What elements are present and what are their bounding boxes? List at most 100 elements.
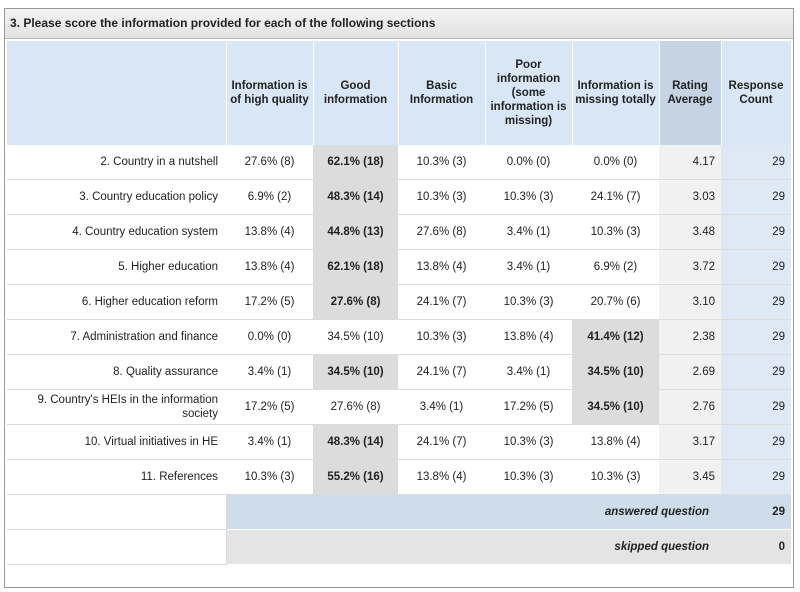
rating-average: 3.10 [659,284,721,320]
table-row: 3. Country education policy 6.9% (2) 48.3%… [7,179,791,215]
table-cell: 34.5% (10) [313,354,398,390]
col-header-response-count: Response Count [721,41,792,145]
table-cell: 13.8% (4) [226,214,313,250]
row-label: 2. Country in a nutshell [7,145,226,180]
table-cell: 0.0% (0) [226,319,313,355]
table-cell: 44.8% (13) [313,214,398,250]
row-label: 8. Quality assurance [7,354,226,390]
question-title: 3. Please score the information provided… [5,9,793,39]
col-header-missing: Information is missing totally [572,41,660,145]
rating-average: 3.72 [659,249,721,285]
col-header-good: Good information [313,41,399,145]
table-cell: 3.4% (1) [226,424,313,460]
rating-average: 3.03 [659,179,721,215]
table-row: 10. Virtual initiatives in HE 3.4% (1) 48.… [7,424,791,460]
table-cell: 6.9% (2) [226,179,313,215]
table-cell: 24.1% (7) [398,354,485,390]
table-row: 8. Quality assurance 3.4% (1) 34.5% (10) 24… [7,354,791,390]
table-row: 2. Country in a nutshell 27.6% (8) 62.1% (… [7,145,791,180]
rating-average: 4.17 [659,145,721,180]
table-row: 4. Country education system 13.8% (4) 44.8… [7,214,791,250]
response-count: 29 [721,145,791,180]
answered-value: 29 [721,494,791,530]
skipped-row: skipped question 0 [7,529,791,565]
table-cell: 17.2% (5) [226,389,313,425]
table-cell: 27.6% (8) [226,145,313,180]
table-cell: 34.5% (10) [572,354,659,390]
response-count: 29 [721,424,791,460]
response-count: 29 [721,354,791,390]
rating-average: 2.38 [659,319,721,355]
skipped-value: 0 [721,529,791,565]
row-label: 4. Country education system [7,214,226,250]
table-cell: 27.6% (8) [398,214,485,250]
table-cell: 27.6% (8) [313,284,398,320]
table-cell: 3.4% (1) [485,249,572,285]
table-cell: 48.3% (14) [313,179,398,215]
table-cell: 13.8% (4) [226,249,313,285]
answered-label: answered question [226,494,721,530]
table-cell: 10.3% (3) [398,319,485,355]
table-cell: 0.0% (0) [485,145,572,180]
response-count: 29 [721,249,791,285]
row-label: 10. Virtual initiatives in HE [7,424,226,460]
table-cell: 10.3% (3) [485,459,572,495]
col-header-high-quality: Information is of high quality [226,41,314,145]
table-cell: 13.8% (4) [398,249,485,285]
table-cell: 24.1% (7) [398,284,485,320]
row-label: 11. References [7,459,226,495]
row-label: 3. Country education policy [7,179,226,215]
table-row: 9. Country's HEIs in the information soc… [7,389,791,425]
summary-spacer [7,494,227,530]
header-row: Information is of high quality Good info… [7,41,792,145]
table-cell: 62.1% (18) [313,145,398,180]
table-cell: 27.6% (8) [313,389,398,425]
table-cell: 10.3% (3) [485,179,572,215]
table-cell: 55.2% (16) [313,459,398,495]
header-corner [7,41,227,145]
table-cell: 10.3% (3) [485,424,572,460]
rating-average: 3.48 [659,214,721,250]
table-cell: 0.0% (0) [572,145,659,180]
row-label: 9. Country's HEIs in the information soc… [7,389,226,425]
rating-average: 2.76 [659,389,721,425]
table-cell: 34.5% (10) [572,389,659,425]
table-row: 7. Administration and finance 0.0% (0) 34.… [7,319,791,355]
response-count: 29 [721,179,791,215]
table-cell: 17.2% (5) [226,284,313,320]
table-cell: 62.1% (18) [313,249,398,285]
response-count: 29 [721,284,791,320]
table-cell: 3.4% (1) [485,354,572,390]
col-header-poor: Poor information (some information is mi… [485,41,573,145]
table-cell: 20.7% (6) [572,284,659,320]
table-cell: 13.8% (4) [485,319,572,355]
table-cell: 3.4% (1) [226,354,313,390]
col-header-rating-average: Rating Average [659,41,722,145]
row-label: 7. Administration and finance [7,319,226,355]
table-cell: 24.1% (7) [572,179,659,215]
rating-average: 3.45 [659,459,721,495]
col-header-basic: Basic Information [398,41,486,145]
table-cell: 10.3% (3) [485,284,572,320]
table-row: 11. References 10.3% (3) 55.2% (16) 13.8% (… [7,459,791,495]
survey-question-panel: 3. Please score the information provided… [4,8,794,588]
table-cell: 10.3% (3) [572,459,659,495]
table-cell: 41.4% (12) [572,319,659,355]
row-label: 5. Higher education [7,249,226,285]
results-table: Information is of high quality Good info… [7,41,792,565]
table-cell: 24.1% (7) [398,424,485,460]
table-cell: 10.3% (3) [398,179,485,215]
answered-row: answered question 29 [7,494,791,530]
table-cell: 34.5% (10) [313,319,398,355]
row-label: 6. Higher education reform [7,284,226,320]
table-cell: 13.8% (4) [398,459,485,495]
rating-average: 3.17 [659,424,721,460]
table-cell: 10.3% (3) [572,214,659,250]
table-cell: 10.3% (3) [398,145,485,180]
rating-average: 2.69 [659,354,721,390]
summary-spacer [7,529,227,565]
table-cell: 3.4% (1) [485,214,572,250]
response-count: 29 [721,459,791,495]
table-cell: 10.3% (3) [226,459,313,495]
table-cell: 6.9% (2) [572,249,659,285]
